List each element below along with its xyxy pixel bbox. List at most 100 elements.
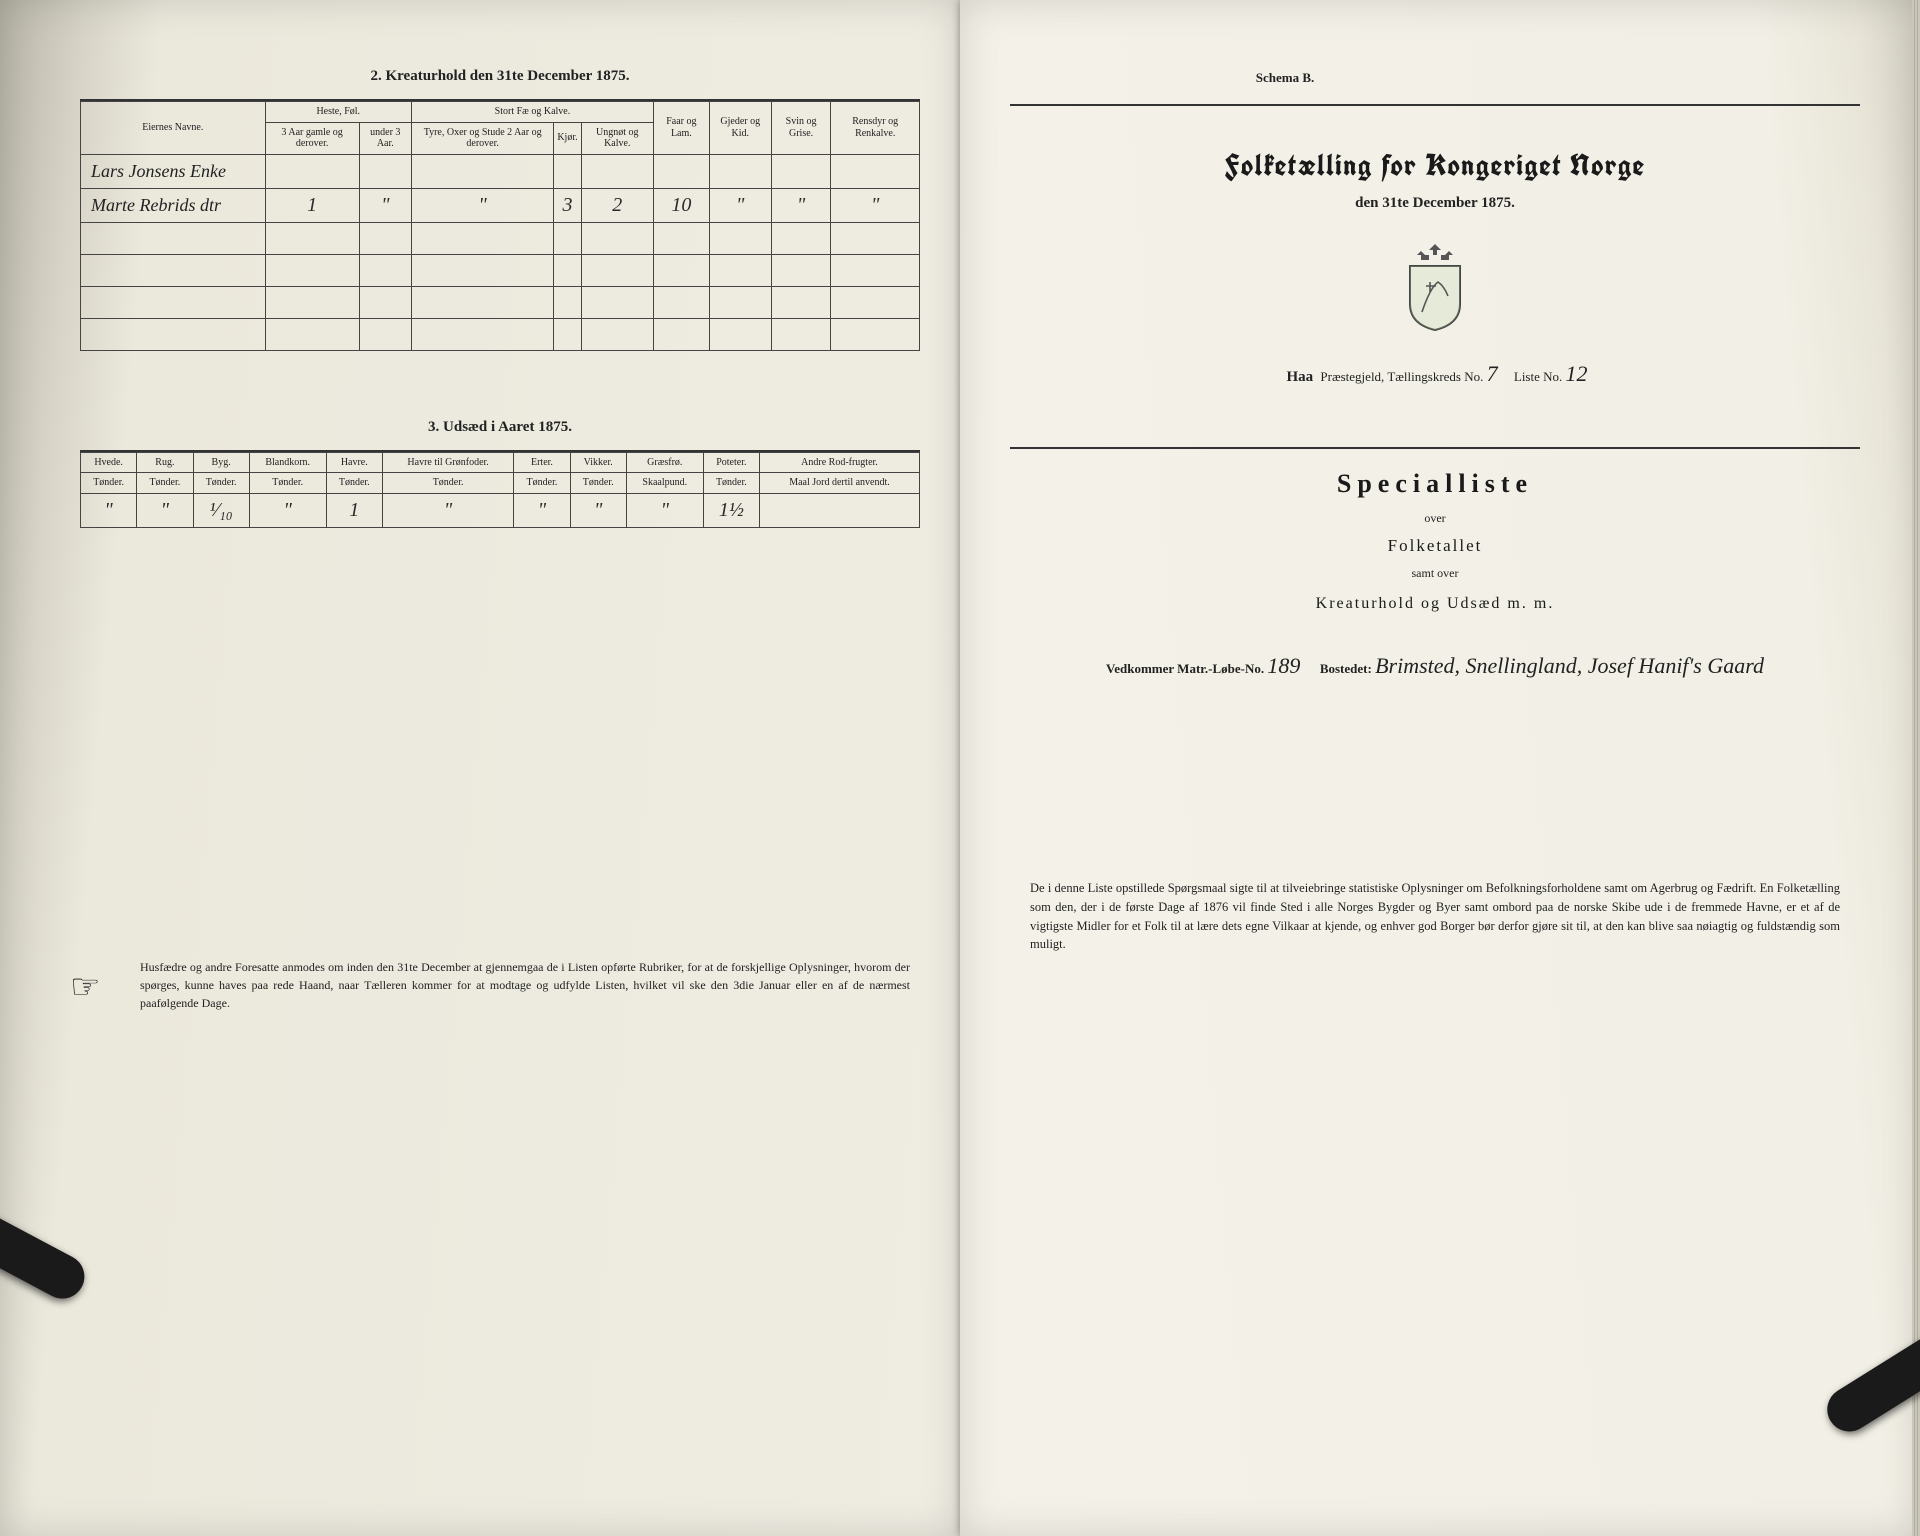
cell: "	[411, 188, 553, 222]
clip-holder-left	[0, 1202, 92, 1307]
th-unit: Maal Jord dertil anvendt.	[759, 473, 919, 494]
th-stort-2: Kjør.	[554, 122, 581, 154]
specialliste-heading: Specialliste	[1010, 469, 1860, 499]
cell	[581, 154, 653, 188]
matr-no: 189	[1267, 653, 1300, 678]
th: Græsfrø.	[626, 452, 703, 473]
cell	[265, 154, 359, 188]
cell	[653, 154, 709, 188]
census-date: den 31te December 1875.	[1010, 195, 1860, 212]
rule	[1010, 447, 1860, 449]
bosted-label: Bostedet:	[1320, 661, 1372, 676]
kreaturhold-label: Kreaturhold og Udsæd m. m.	[1010, 595, 1860, 613]
th: Havre.	[326, 452, 382, 473]
th-unit: Tønder.	[81, 473, 137, 494]
right-footer-para: De i denne Liste opstillede Spørgsmaal s…	[1010, 879, 1860, 954]
cell: "	[771, 188, 831, 222]
cell: "	[81, 493, 137, 527]
cell: 2	[581, 188, 653, 222]
cell: ¹⁄₁₀	[193, 493, 249, 527]
vedkommer-line: Vedkommer Matr.-Løbe-No. 189 Bostedet: B…	[1010, 653, 1860, 679]
document-spread: 2. Kreaturhold den 31te December 1875. E…	[0, 0, 1920, 1536]
th-gjed: Gjeder og Kid.	[709, 102, 771, 155]
left-footer-text: Husfædre og andre Foresatte anmodes om i…	[140, 960, 910, 1010]
rule	[1010, 104, 1860, 106]
table-row	[81, 222, 920, 254]
th-unit: Tønder.	[703, 473, 759, 494]
th: Andre Rod-frugter.	[759, 452, 919, 473]
th-unit: Tønder.	[137, 473, 193, 494]
th: Erter.	[514, 452, 570, 473]
cell	[709, 154, 771, 188]
th: Havre til Grønfoder.	[382, 452, 513, 473]
th-stort-1: Tyre, Oxer og Stude 2 Aar og derover.	[411, 122, 553, 154]
th: Blandkorn.	[249, 452, 326, 473]
cell: "	[709, 188, 771, 222]
cell: "	[626, 493, 703, 527]
th-svin: Svin og Grise.	[771, 102, 831, 155]
cell: "	[570, 493, 626, 527]
cell: "	[831, 188, 920, 222]
cell	[831, 154, 920, 188]
section3-title: 3. Udsæd i Aaret 1875.	[80, 419, 920, 436]
th: Byg.	[193, 452, 249, 473]
table-row: Lars Jonsens Enke	[81, 154, 920, 188]
th-faar: Faar og Lam.	[653, 102, 709, 155]
left-footer-para: ☞ Husfædre og andre Foresatte anmodes om…	[80, 958, 920, 1012]
th-unit: Tønder.	[382, 473, 513, 494]
th-unit: Tønder.	[514, 473, 570, 494]
th: Poteter.	[703, 452, 759, 473]
samt-label: samt over	[1010, 566, 1860, 581]
cell: "	[359, 188, 411, 222]
folketallet-label: Folketallet	[1010, 536, 1860, 556]
owner-name: Lars Jonsens Enke	[81, 154, 266, 188]
table-row	[81, 254, 920, 286]
th-unit: Skaalpund.	[626, 473, 703, 494]
th-heste-1: 3 Aar gamle og derover.	[265, 122, 359, 154]
vedkom-label: Vedkommer Matr.-Løbe-No.	[1106, 661, 1264, 676]
cell	[411, 154, 553, 188]
bosted-value: Brimsted, Snellingland, Josef Hanif's Ga…	[1375, 653, 1764, 678]
cell: "	[382, 493, 513, 527]
cell	[554, 154, 581, 188]
th-heste-2: under 3 Aar.	[359, 122, 411, 154]
parish-text: Præstegjeld, Tællingskreds No.	[1320, 369, 1483, 384]
coat-of-arms-icon	[1010, 242, 1860, 337]
th-ren: Rensdyr og Renkalve.	[831, 102, 920, 155]
liste-no: 12	[1566, 361, 1588, 386]
th-unit: Tønder.	[249, 473, 326, 494]
th-stort-3: Ungnøt og Kalve.	[581, 122, 653, 154]
pointing-hand-icon: ☞	[70, 962, 100, 1013]
cell: "	[137, 493, 193, 527]
table-row	[81, 286, 920, 318]
udsaed-table: Hvede. Rug. Byg. Blandkorn. Havre. Havre…	[80, 452, 920, 528]
cell: 10	[653, 188, 709, 222]
census-title: Folketælling for Kongeriget Norge	[1010, 146, 1860, 185]
th: Hvede.	[81, 452, 137, 473]
left-page: 2. Kreaturhold den 31te December 1875. E…	[0, 0, 960, 1536]
th: Rug.	[137, 452, 193, 473]
th-stort: Stort Fæ og Kalve.	[411, 102, 653, 123]
th-unit: Tønder.	[193, 473, 249, 494]
page-stack-edge	[1912, 0, 1920, 1536]
cell: "	[249, 493, 326, 527]
th: Vikker.	[570, 452, 626, 473]
over-label: over	[1010, 511, 1860, 526]
parish-line: Haa Præstegjeld, Tællingskreds No. 7 Lis…	[1010, 361, 1860, 387]
cell: 3	[554, 188, 581, 222]
table-row: Marte Rebrids dtr 1 " " 3 2 10 " " "	[81, 188, 920, 222]
kreaturhold-table: Eiernes Navne. Heste, Føl. Stort Fæ og K…	[80, 101, 920, 351]
cell	[359, 154, 411, 188]
th-eier: Eiernes Navne.	[81, 102, 266, 155]
table-row	[81, 318, 920, 350]
clip-holder-right	[1819, 1328, 1920, 1440]
cell: 1½	[703, 493, 759, 527]
cell	[759, 493, 919, 527]
liste-label: Liste No.	[1514, 369, 1562, 384]
table-row: " " ¹⁄₁₀ " 1 " " " " 1½	[81, 493, 920, 527]
cell	[771, 154, 831, 188]
cell: "	[514, 493, 570, 527]
schema-label: Schema B.	[710, 70, 1860, 86]
right-page: Schema B. Folketælling for Kongeriget No…	[960, 0, 1920, 1536]
cell: 1	[326, 493, 382, 527]
